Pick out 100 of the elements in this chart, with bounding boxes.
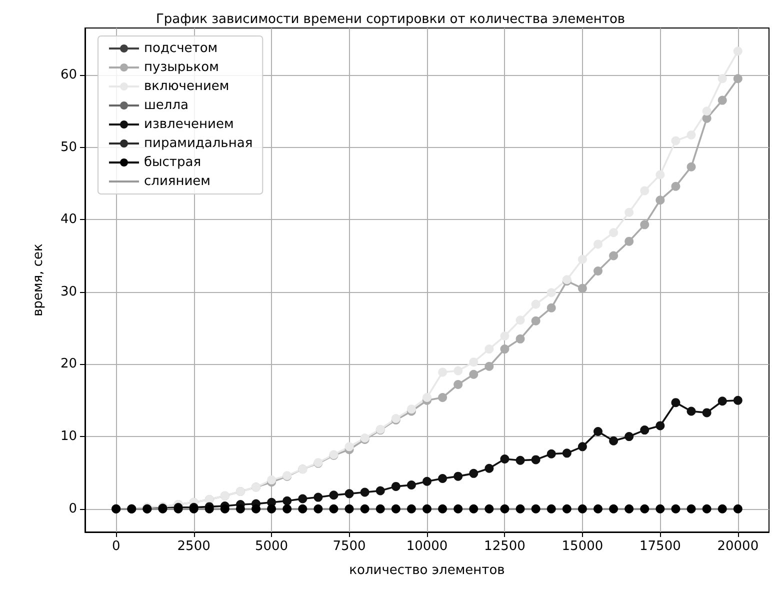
point xyxy=(578,442,587,452)
point xyxy=(640,504,650,514)
point xyxy=(531,300,540,309)
point xyxy=(640,426,650,435)
point xyxy=(594,426,602,436)
point xyxy=(656,196,665,205)
point xyxy=(406,504,416,514)
y-tick-label: 20 xyxy=(60,356,77,372)
point xyxy=(578,284,587,293)
x-tick-label: 7500 xyxy=(332,539,366,554)
point xyxy=(656,170,665,180)
y-tick-label: 40 xyxy=(60,212,77,228)
point xyxy=(267,475,276,484)
point xyxy=(454,504,463,514)
point xyxy=(516,334,525,344)
point xyxy=(531,504,540,514)
legend-label: включением xyxy=(144,79,230,94)
point xyxy=(733,504,742,514)
point xyxy=(282,504,292,514)
point xyxy=(609,436,618,446)
y-tick-label: 60 xyxy=(60,68,77,82)
point xyxy=(469,370,478,379)
point xyxy=(360,488,370,497)
point xyxy=(686,162,696,172)
point xyxy=(546,288,556,298)
point xyxy=(671,398,680,408)
point xyxy=(329,504,338,514)
point xyxy=(594,266,602,276)
point xyxy=(686,406,696,416)
point xyxy=(546,504,556,514)
point xyxy=(640,220,650,230)
point xyxy=(454,380,463,389)
point xyxy=(422,476,432,486)
point xyxy=(314,492,323,502)
legend-label: извлечением xyxy=(144,117,234,132)
point xyxy=(360,504,370,514)
x-tick-label: 15000 xyxy=(562,539,604,554)
point xyxy=(531,316,540,326)
x-tick-label: 17500 xyxy=(640,539,681,554)
legend-label: слиянием xyxy=(144,174,210,189)
point xyxy=(546,449,556,458)
point xyxy=(469,358,478,367)
point xyxy=(422,504,432,514)
point xyxy=(702,106,712,116)
point xyxy=(516,504,525,514)
y-tick-label: 10 xyxy=(60,429,77,444)
point xyxy=(252,504,260,514)
point xyxy=(671,182,680,191)
point xyxy=(236,504,245,514)
point xyxy=(438,393,448,402)
point xyxy=(500,344,510,354)
point xyxy=(469,468,478,478)
point xyxy=(656,504,665,514)
point xyxy=(391,504,400,514)
point xyxy=(329,490,338,500)
point xyxy=(484,504,494,514)
point xyxy=(314,504,323,514)
y-axis-title: время, сек xyxy=(31,243,46,316)
point xyxy=(624,432,634,442)
point xyxy=(516,456,525,465)
x-tick-label: 2500 xyxy=(177,539,210,554)
point xyxy=(282,496,292,506)
legend-label: шелла xyxy=(144,98,188,113)
point xyxy=(609,504,618,514)
point xyxy=(344,504,354,514)
point xyxy=(594,504,602,514)
legend-label: пирамидальная xyxy=(144,136,253,151)
point xyxy=(220,504,230,514)
y-tick-label: 0 xyxy=(68,501,77,516)
point xyxy=(686,504,696,514)
point xyxy=(733,74,742,84)
point xyxy=(609,251,618,260)
point xyxy=(500,332,510,341)
point xyxy=(733,46,742,56)
point xyxy=(624,236,634,246)
point xyxy=(562,448,572,458)
point xyxy=(671,136,680,146)
point xyxy=(391,482,400,491)
x-tick-label: 10000 xyxy=(406,539,448,554)
legend-label: пузырьком xyxy=(144,60,219,75)
point xyxy=(454,472,463,481)
point xyxy=(454,366,463,376)
x-axis-title: количество элементов xyxy=(349,563,505,578)
y-tick-label: 50 xyxy=(60,140,77,155)
x-tick-label: 12500 xyxy=(484,539,526,554)
point xyxy=(438,504,448,514)
point xyxy=(500,504,510,514)
chart-title: График зависимости времени сортировки от количества элементов xyxy=(156,12,626,27)
point xyxy=(406,480,416,490)
point xyxy=(484,344,494,354)
legend-label: быстрая xyxy=(144,155,202,170)
legend-label: подсчетом xyxy=(144,41,218,56)
point xyxy=(438,474,448,483)
point xyxy=(718,504,727,514)
point xyxy=(562,504,572,514)
point xyxy=(469,504,478,514)
point xyxy=(656,421,665,430)
point xyxy=(298,504,308,514)
point xyxy=(671,504,680,514)
point xyxy=(267,504,276,514)
